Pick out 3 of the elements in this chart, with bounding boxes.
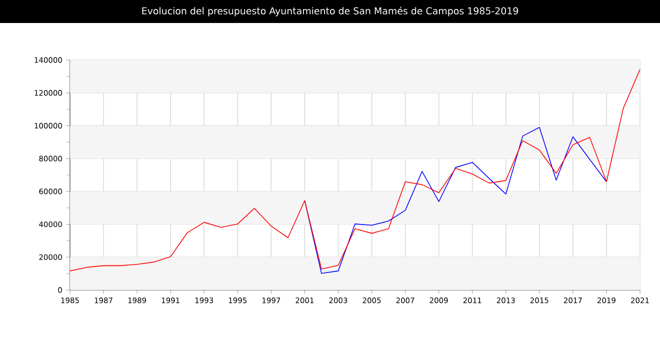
line-series <box>70 68 640 272</box>
chart-title: Evolucion del presupuesto Ayuntamiento de San Mamés de Campos 1985-2019 <box>142 6 518 16</box>
line-series <box>304 126 607 274</box>
